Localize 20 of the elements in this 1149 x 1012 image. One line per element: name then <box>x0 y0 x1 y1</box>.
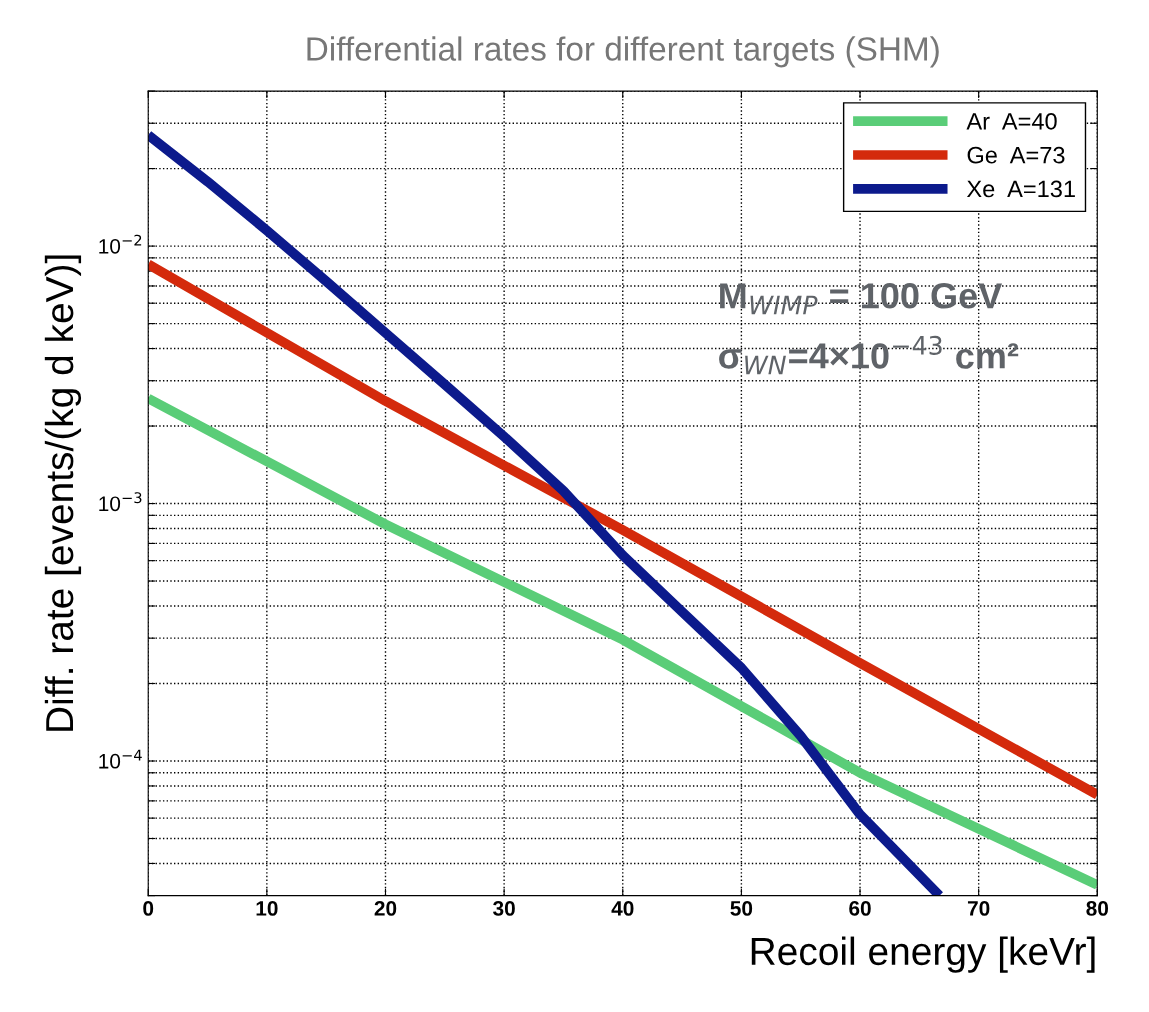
y-tick-label: 10$^{−4}$ <box>99 749 142 769</box>
x-axis-title: Recoil energy [keVr] <box>751 936 1095 973</box>
legend-label: Xe A=131 <box>966 180 1075 198</box>
x-tick-label: 10 <box>256 901 278 916</box>
y-tick-label: 10$^{−2}$ <box>99 234 142 254</box>
legend-label: Ar A=40 <box>966 112 1057 130</box>
x-tick-label: 70 <box>967 901 990 916</box>
x-tick-label: 20 <box>374 901 397 916</box>
x-tick-label: 50 <box>730 901 753 916</box>
chart-title: Differential rates for different targets (SHM) <box>307 36 939 68</box>
x-tick-label: 60 <box>849 901 871 916</box>
x-tick-label: 0 <box>143 901 154 916</box>
y-axis-title: Diff. rate [events/(kg d keV)] <box>44 255 82 731</box>
legend-label: Ge A=73 <box>967 146 1065 164</box>
annotation: σ$_{WN}$=4×10$^{−43}$ cm² <box>719 335 1019 375</box>
x-tick-label: 80 <box>1086 901 1109 916</box>
annotation: M$_{WIMP}$ = 100 GeV <box>720 283 1003 315</box>
x-tick-label: 30 <box>493 901 515 916</box>
y-tick-label: 10$^{−3}$ <box>99 492 142 512</box>
x-tick-label: 40 <box>611 901 634 916</box>
